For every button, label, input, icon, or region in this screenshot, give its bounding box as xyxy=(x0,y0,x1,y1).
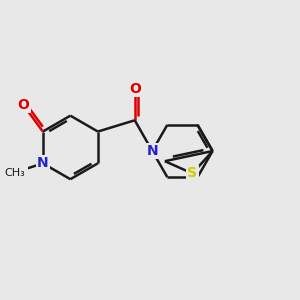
Text: O: O xyxy=(129,82,141,95)
Text: N: N xyxy=(146,144,158,158)
Text: CH₃: CH₃ xyxy=(3,166,26,179)
Text: O: O xyxy=(17,98,29,112)
Text: S: S xyxy=(188,167,197,181)
Text: CH₃: CH₃ xyxy=(4,167,25,178)
Text: N: N xyxy=(37,156,49,170)
